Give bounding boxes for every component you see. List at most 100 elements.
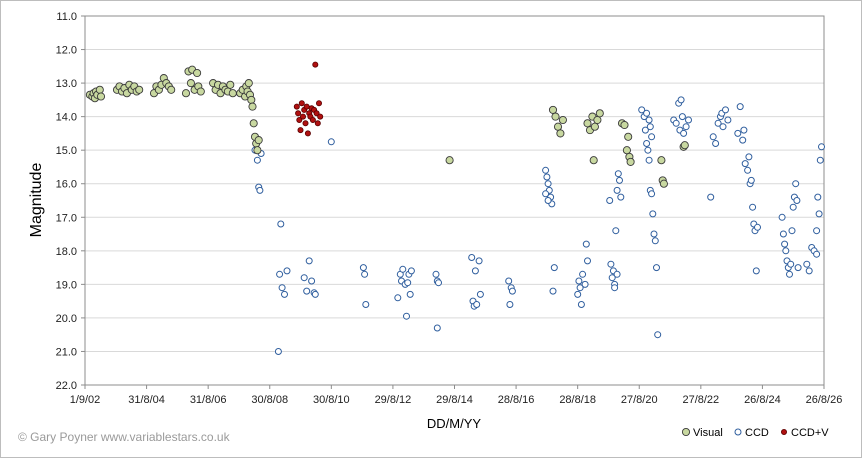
y-tick-label: 16.0	[56, 179, 77, 191]
point-ccd	[645, 116, 653, 124]
legend-label: CCD+V	[791, 427, 829, 439]
point-ccd	[747, 176, 755, 184]
y-tick-label: 17.0	[56, 212, 77, 224]
point-ccd	[542, 166, 550, 174]
point-ccd-plus-v	[296, 117, 303, 124]
point-ccd	[646, 123, 654, 131]
legend-label: CCD	[745, 427, 769, 439]
point-ccd	[505, 277, 513, 285]
point-ccd	[406, 290, 414, 298]
point-ccd	[792, 180, 800, 188]
point-ccd	[680, 129, 688, 137]
point-ccd	[327, 138, 335, 146]
point-ccd	[786, 270, 793, 278]
y-axis-title: Magnitude	[28, 163, 45, 238]
point-ccd	[651, 237, 659, 245]
x-tick-label: 27/8/22	[682, 394, 719, 406]
point-visual	[95, 85, 104, 94]
point-visual	[593, 115, 602, 125]
y-tick-label: 12.0	[56, 45, 77, 57]
point-ccd	[300, 274, 308, 282]
y-tick-label: 14.0	[56, 112, 77, 124]
point-ccd	[714, 119, 722, 127]
point-ccd	[724, 116, 732, 124]
point-ccd	[734, 129, 742, 137]
x-tick-label: 29/8/14	[436, 394, 473, 406]
point-ccd	[709, 133, 717, 141]
point-visual	[589, 156, 598, 165]
gridlines	[85, 49, 824, 352]
point-ccd	[749, 203, 757, 211]
point-visual	[551, 112, 560, 121]
point-ccd-plus-v	[295, 110, 302, 117]
point-visual	[135, 85, 144, 94]
point-ccd	[788, 227, 796, 235]
point-ccd	[672, 119, 680, 127]
point-ccd	[403, 312, 410, 320]
point-ccd	[608, 274, 616, 282]
point-ccd	[468, 254, 476, 261]
point-ccd	[643, 109, 651, 117]
point-ccd	[361, 270, 369, 278]
point-ccd	[435, 279, 442, 287]
point-ccd	[741, 160, 749, 168]
point-ccd-plus-v	[315, 100, 322, 107]
point-ccd	[818, 143, 825, 151]
point-ccd	[471, 267, 479, 275]
point-ccd	[475, 257, 483, 265]
point-ccd	[814, 193, 822, 201]
point-ccd	[678, 113, 686, 121]
point-ccd	[407, 267, 415, 275]
point-ccd	[581, 280, 589, 288]
point-ccd	[362, 301, 370, 308]
point-ccd	[803, 260, 811, 268]
point-ccd	[576, 284, 584, 292]
point-ccd-plus-v	[314, 120, 321, 127]
point-ccd	[654, 331, 662, 339]
point-ccd	[740, 126, 748, 134]
x-tick-label: 29/8/12	[375, 394, 412, 406]
x-axis: 1/9/02 31/8/04 31/8/06 30/8/08 30/8/10 29/8/1…	[70, 385, 842, 406]
point-ccd-plus-v	[303, 103, 310, 110]
point-visual	[445, 156, 454, 165]
point-ccd	[550, 264, 558, 272]
point-ccd	[648, 190, 656, 198]
point-ccd	[281, 290, 288, 298]
point-ccd	[638, 106, 646, 114]
point-visual	[548, 105, 558, 114]
point-ccd	[736, 103, 744, 111]
point-ccd	[712, 140, 720, 147]
point-visual	[595, 109, 604, 118]
point-visual	[248, 102, 257, 111]
point-visual	[254, 136, 263, 145]
point-ccd	[745, 153, 753, 161]
point-ccd	[719, 123, 727, 131]
point-visual	[186, 79, 195, 88]
point-visual	[659, 179, 668, 188]
x-tick-label: 27/8/20	[621, 394, 658, 406]
x-tick-label: 1/9/02	[70, 394, 101, 406]
x-tick-label: 30/8/10	[313, 394, 350, 406]
point-visual	[96, 92, 106, 101]
point-ccd-plus-v	[299, 113, 306, 120]
point-ccd	[256, 186, 264, 194]
point-ccd	[782, 247, 790, 255]
legend-marker-ccd-plus-v	[781, 428, 788, 435]
credit-text: © Gary Poyner www.variablestars.co.uk	[18, 430, 231, 444]
point-ccd	[653, 264, 660, 272]
point-ccd	[303, 287, 311, 295]
point-ccd	[643, 140, 651, 147]
point-ccd	[607, 260, 615, 268]
point-ccd	[606, 197, 614, 204]
point-ccd	[754, 223, 761, 231]
point-ccd-plus-v	[304, 130, 311, 137]
x-tick-label: 26/8/24	[744, 394, 781, 406]
point-visual	[226, 80, 235, 89]
point-ccd	[399, 265, 407, 273]
point-ccd	[781, 240, 789, 248]
point-ccd	[645, 156, 653, 164]
point-ccd	[805, 267, 813, 275]
point-ccd	[476, 290, 484, 298]
point-ccd	[508, 287, 516, 295]
